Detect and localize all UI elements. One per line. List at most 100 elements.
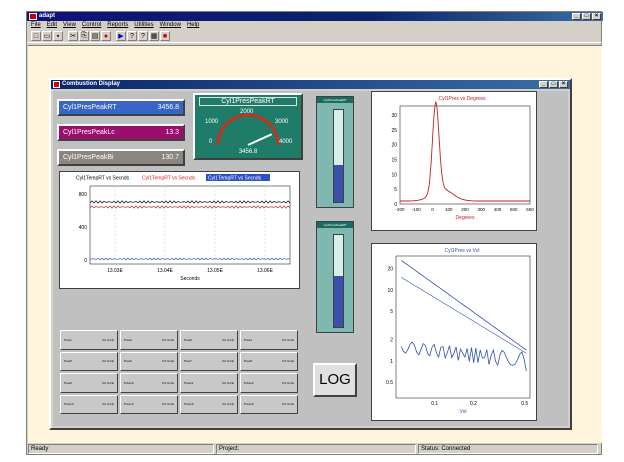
cut-button[interactable]: ✂ — [68, 31, 78, 41]
save-button[interactable]: ▪ — [53, 31, 63, 41]
x-tick-label: 400 — [494, 207, 502, 212]
trend-plot[interactable]: Cyl1TempRT vs Secnds Cyl1TempRT vs Secnds… — [59, 171, 300, 289]
tile-value: 0.0 Uunit — [101, 380, 114, 385]
child-logo-icon — [53, 81, 60, 88]
paste-icon: ▤ — [91, 33, 99, 40]
y-tick-label: 400 — [79, 225, 88, 231]
close-button[interactable]: × — [592, 13, 601, 20]
x-tick-label: 200 — [461, 207, 469, 212]
readout-tile[interactable]: Pres15 0.0 Uunit — [180, 394, 238, 414]
child-close-button[interactable]: × — [559, 81, 568, 88]
minimize-button[interactable]: _ — [572, 13, 581, 20]
y-tick-label: 20 — [391, 143, 397, 149]
record-icon: ● — [103, 32, 109, 40]
menu-help[interactable]: Help — [186, 22, 200, 28]
x-tick-label: 13.05E — [207, 268, 224, 274]
digital-display[interactable]: Cyl1PresPeakBi 130.7 — [57, 149, 185, 166]
y-tick-label: 800 — [79, 192, 88, 198]
menu-bar: File Edit View Control Reports Utilities… — [27, 21, 603, 30]
gauge-tick: 0 — [209, 139, 213, 145]
status-ready: Ready — [28, 444, 214, 454]
vertical-bar-meter[interactable]: Cyl1PresPeakRT — [316, 96, 354, 208]
run-icon: ▶ — [118, 33, 124, 40]
gauge-tick: 2000 — [240, 109, 254, 115]
digital-display[interactable]: Cyl1PresPeakLc 13.3 — [57, 124, 185, 141]
readout-tile[interactable]: Pres14 0.0 Uunit — [120, 394, 178, 414]
stop-button[interactable]: ■ — [160, 31, 170, 41]
log-button[interactable]: LOG — [313, 363, 357, 397]
readout-tile[interactable]: Pres3 0.0 Uunit — [180, 330, 238, 350]
readout-tile[interactable]: Pres16 0.0 Uunit — [240, 394, 298, 414]
pressure-vs-volume-plot[interactable]: Cyl1Pres vs Vol 20 10 5 2 1 0.5 0.1 0.2 0.5 Vol — [371, 243, 537, 421]
run-button[interactable]: ▶ — [116, 31, 126, 41]
app-title-bar[interactable]: adapt _ □ × — [27, 12, 603, 21]
print-button[interactable]: ▦ — [149, 31, 159, 41]
y-tick-label: 2 — [390, 338, 393, 344]
status-bar: Ready Project: Status: Connected — [27, 443, 603, 455]
y-tick-label: 1 — [390, 359, 393, 365]
paste-button[interactable]: ▤ — [90, 31, 100, 41]
cycle-curve — [401, 277, 527, 354]
tile-label: Pres5 — [64, 359, 72, 364]
x-tick-label: 13.03E — [107, 268, 124, 274]
pressure-plot-area — [399, 105, 531, 205]
readout-tile[interactable]: Pres4 0.0 Uunit — [240, 330, 298, 350]
mdi-workspace: Combustion Display _ □ × Cyl1PresPeakRT … — [28, 45, 602, 443]
legend-entry: Cyl1TempRT vs Secnds — [208, 176, 262, 182]
series-line — [89, 257, 291, 261]
vertical-bar-meter[interactable]: Cyl1PresPeakRT — [316, 221, 354, 333]
readout-tile[interactable]: Pres2 0.0 Uunit — [120, 330, 178, 350]
readout-tile[interactable]: Pres1 0.0 Uunit — [60, 330, 118, 350]
tile-value: 0.0 Uunit — [161, 380, 174, 385]
readout-tile[interactable]: Pres5 0.0 Uunit — [60, 351, 118, 371]
tile-label: Pres14 — [124, 402, 134, 407]
trend-plot-svg: Cyl1TempRT vs Secnds Cyl1TempRT vs Secnds… — [74, 174, 291, 282]
tile-label: Pres9 — [64, 380, 72, 385]
readout-tile[interactable]: Pres11 0.0 Uunit — [180, 373, 238, 393]
menu-reports[interactable]: Reports — [107, 22, 129, 28]
readout-tile[interactable]: Pres7 0.0 Uunit — [180, 351, 238, 371]
open-button[interactable]: ▭ — [42, 31, 52, 41]
menu-file[interactable]: File — [31, 22, 41, 28]
new-button[interactable]: □ — [31, 31, 41, 41]
x-tick-label: 0.1 — [431, 401, 438, 407]
menu-window[interactable]: Window — [159, 22, 181, 28]
legend-swatch — [206, 174, 270, 181]
menu-view[interactable]: View — [63, 22, 76, 28]
tile-label: Pres15 — [184, 402, 194, 407]
menu-edit[interactable]: Edit — [46, 22, 58, 28]
readout-tile[interactable]: Pres13 0.0 Uunit — [60, 394, 118, 414]
record-button[interactable]: ● — [101, 31, 111, 41]
readout-tile[interactable]: Pres8 0.0 Uunit — [240, 351, 298, 371]
digital-display[interactable]: Cyl1PresPeakRT 3456.8 — [57, 99, 185, 116]
tile-label: Pres12 — [244, 380, 254, 385]
menu-control[interactable]: Control — [81, 22, 102, 28]
readout-tile[interactable]: Pres12 0.0 Uunit — [240, 373, 298, 393]
maximize-button[interactable]: □ — [582, 13, 591, 20]
child-maximize-button[interactable]: □ — [549, 81, 558, 88]
y-tick-label: 20 — [387, 267, 393, 273]
pressure-gauge[interactable]: Cyl1PresPeakRT 0 1000 2000 3000 4000 345… — [193, 93, 303, 160]
readout-tile[interactable]: Pres6 0.0 Uunit — [120, 351, 178, 371]
y-tick-label: 10 — [391, 172, 397, 178]
pressure-vs-degrees-plot[interactable]: Cyl1Pres vs Degrees 30 25 20 15 10 5 0 -200 -100 0… — [371, 91, 537, 231]
help-icon: ? — [130, 32, 134, 40]
tile-label: Pres1 — [64, 337, 72, 342]
readout-tile[interactable]: Pres10 0.0 Uunit — [120, 373, 178, 393]
open-icon: ▭ — [43, 33, 51, 40]
menu-utilities[interactable]: Utilities — [134, 22, 154, 28]
help-button[interactable]: ? — [127, 31, 137, 41]
copy-button[interactable]: ⎘ — [79, 31, 89, 41]
readout-tile[interactable]: Pres9 0.0 Uunit — [60, 373, 118, 393]
y-tick-label: 25 — [391, 128, 397, 134]
context-help-button[interactable]: ? — [138, 31, 148, 41]
save-icon: ▪ — [56, 32, 60, 40]
gauge-value: 3456.8 — [225, 148, 271, 156]
child-title-bar[interactable]: Combustion Display _ □ × — [51, 80, 570, 89]
expansion-curve — [400, 341, 527, 371]
vertical-bar-title: Cyl1PresPeakRT — [317, 222, 353, 228]
tile-value: 0.0 Uunit — [101, 402, 114, 407]
child-minimize-button[interactable]: _ — [539, 81, 548, 88]
tile-value: 0.0 Uunit — [221, 402, 234, 407]
y-tick-label: 5 — [394, 187, 397, 193]
